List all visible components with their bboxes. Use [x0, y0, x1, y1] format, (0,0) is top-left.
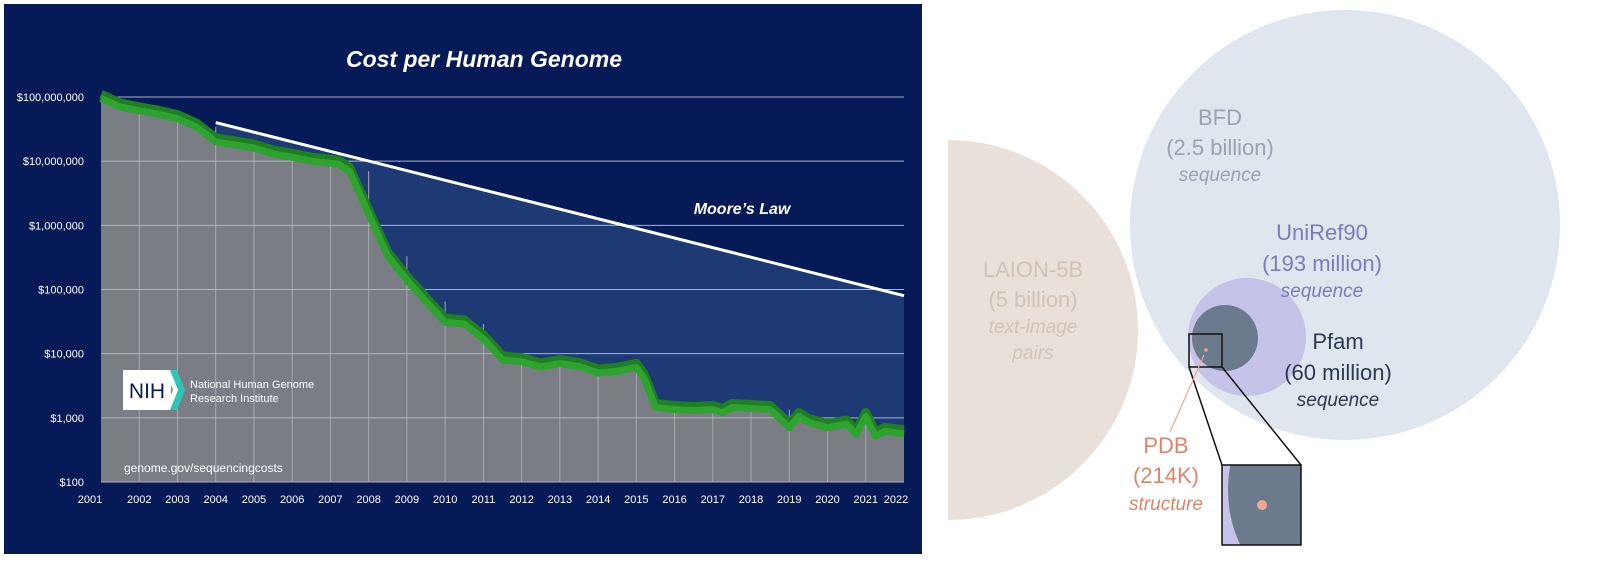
x-tick-label: 2014 — [586, 494, 610, 506]
zoom-source-box — [1188, 333, 1223, 368]
laion-name: LAION-5B — [983, 257, 1083, 282]
x-tick-label: 2003 — [165, 494, 189, 506]
uniref90-count: (193 million) — [1262, 251, 1382, 276]
x-tick-label: 2016 — [662, 494, 686, 506]
plot-area — [99, 90, 905, 483]
y-axis: $100,000,000 $10,000,000 $1,000,000 $100,00… — [17, 92, 84, 489]
pdb-zoom-dot — [1257, 500, 1267, 510]
bfd-name: BFD — [1198, 105, 1242, 130]
x-tick-label: 2008 — [356, 494, 380, 506]
pdb-bubble — [1204, 348, 1208, 352]
x-tick-label: 2012 — [509, 494, 533, 506]
y-tick-label: $10,000,000 — [23, 156, 84, 168]
cost-area — [101, 98, 904, 483]
x-tick-label: 2015 — [624, 494, 648, 506]
moore-gap-area — [215, 122, 904, 437]
x-tick-label: 2002 — [127, 494, 151, 506]
cost-line-shadow — [99, 90, 905, 437]
zoom-inset-box — [1221, 464, 1302, 546]
x-tick-label: 2019 — [777, 494, 801, 506]
dataset-size-bubbles: LAION-5B (5 billion) text-image pairs BF… — [948, 10, 1560, 546]
x-tick-label: 2007 — [318, 494, 342, 506]
x-tick-label: 2011 — [472, 494, 496, 506]
source-url: genome.gov/sequencingcosts — [124, 461, 283, 475]
pdb-kind: structure — [1129, 494, 1203, 515]
cost-line — [99, 95, 905, 440]
pfam-count: (60 million) — [1284, 360, 1392, 385]
uniref90-kind: sequence — [1281, 281, 1363, 302]
pfam-bubble — [1192, 305, 1258, 371]
x-tick-label: 2006 — [280, 494, 304, 506]
uniref90-name: UniRef90 — [1276, 220, 1368, 245]
x-axis: 2001 2002 2003 2004 2005 2006 2007 2008 2009 2010… — [78, 494, 908, 506]
x-tick-label: 2004 — [203, 494, 227, 506]
x-tick-label: 2022 — [884, 494, 908, 506]
x-tick-label: 2017 — [701, 494, 725, 506]
nih-logo: NIH National Human Genome Research Insti… — [123, 370, 314, 410]
bfd-kind: sequence — [1179, 165, 1261, 186]
pdb-zoom-callout — [1169, 333, 1302, 546]
x-tick-label: 2009 — [395, 494, 419, 506]
bfd-count: (2.5 billion) — [1166, 135, 1274, 160]
pfam-name: Pfam — [1312, 329, 1363, 354]
x-tick-label: 2013 — [548, 494, 572, 506]
moore-law-label: Moore’s Law — [694, 201, 792, 218]
y-tick-label: $100 — [60, 477, 84, 489]
moore-law-line — [215, 121, 905, 298]
genome-cost-chart: Cost per Human Genome $100,000,000 $10,00… — [4, 4, 922, 554]
nih-logo-line2: Research Institute — [190, 393, 279, 405]
y-tick-label: $100,000,000 — [17, 92, 84, 104]
y-tick-label: $1,000 — [50, 413, 84, 425]
x-tick-label: 2020 — [815, 494, 839, 506]
pdb-name: PDB — [1143, 433, 1188, 458]
laion-kind-2: pairs — [1011, 343, 1054, 364]
x-tick-label: 2001 — [78, 494, 102, 506]
nih-logo-line1: National Human Genome — [190, 379, 314, 391]
y-tick-label: $1,000,000 — [29, 220, 84, 232]
x-tick-label: 2021 — [854, 494, 878, 506]
laion-kind-1: text-image — [989, 317, 1078, 338]
nih-logo-mark: NIH — [129, 380, 165, 403]
x-tick-label: 2005 — [242, 494, 266, 506]
laion-count: (5 billion) — [988, 287, 1077, 312]
chart-title: Cost per Human Genome — [346, 46, 622, 72]
y-tick-label: $10,000 — [44, 349, 84, 361]
x-tick-label: 2018 — [739, 494, 763, 506]
nih-logo-box — [123, 370, 171, 410]
x-tick-label: 2010 — [433, 494, 457, 506]
pdb-count: (214K) — [1133, 463, 1199, 488]
y-tick-label: $100,000 — [38, 285, 84, 297]
pdb-pointer-line — [1169, 354, 1205, 433]
laion-5b-bubble — [948, 140, 1138, 520]
pfam-kind: sequence — [1297, 390, 1379, 411]
